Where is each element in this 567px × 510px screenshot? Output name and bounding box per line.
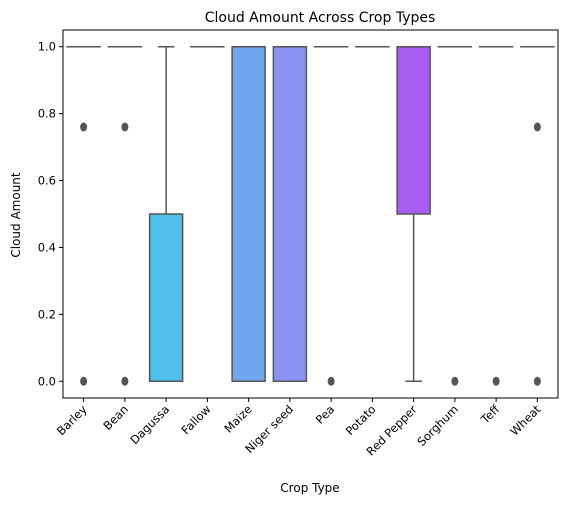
x-tick-label: Pea [313,402,338,427]
x-tick-label: Maize [221,402,254,435]
y-tick-label: 0.8 [38,107,56,121]
y-tick-label: 1.0 [38,40,56,54]
box [232,47,265,382]
outlier-point [493,377,499,385]
plot-frame [63,30,558,398]
x-tick-label: Sorghum [414,402,461,449]
outlier-point [534,377,540,385]
box [397,47,430,214]
chart-title: Cloud Amount Across Crop Types [205,10,436,26]
x-tick-label: Teff [477,401,503,427]
x-tick-label: Bean [100,402,131,433]
y-tick-label: 0.0 [38,374,56,388]
x-tick-label: Fallow [179,402,214,437]
x-tick-label: Barley [54,402,90,438]
outlier-point [534,123,540,131]
box [273,47,306,382]
x-tick-label: Potato [343,402,379,438]
y-tick-label: 0.6 [38,174,56,188]
y-tick-label: 0.4 [38,240,56,254]
outlier-point [81,123,87,131]
outlier-point [452,377,458,385]
outlier-point [122,377,128,385]
y-axis-label: Cloud Amount [9,172,23,258]
x-axis-label: Crop Type [280,481,339,495]
outlier-point [328,377,334,385]
outlier-point [122,123,128,131]
x-tick-label: Wheat [507,402,544,439]
y-tick-label: 0.2 [38,307,56,321]
x-tick-label: Dagussa [127,402,172,447]
outlier-point [81,377,87,385]
box [150,214,183,381]
